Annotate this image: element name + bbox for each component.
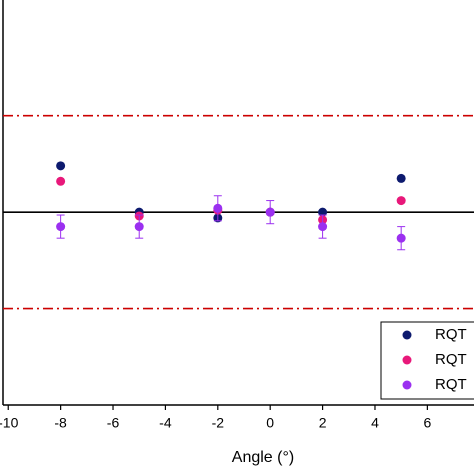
- x-tick-label: -10: [0, 415, 19, 431]
- point: [56, 222, 66, 232]
- x-tick-label: -8: [54, 415, 67, 431]
- x-tick-label: 4: [371, 415, 379, 431]
- point: [396, 196, 406, 206]
- x-tick-label: 0: [266, 415, 274, 431]
- point: [396, 233, 406, 243]
- point: [396, 173, 406, 183]
- x-tick-label: -2: [212, 415, 225, 431]
- point: [265, 207, 275, 217]
- x-tick-label: -6: [107, 415, 120, 431]
- point: [56, 161, 66, 171]
- x-tick-label: -4: [159, 415, 172, 431]
- legend-marker: [402, 355, 412, 365]
- point: [213, 203, 223, 213]
- legend-box: [380, 321, 474, 400]
- x-tick-label: 6: [423, 415, 431, 431]
- x-tick-label: 2: [319, 415, 327, 431]
- point: [318, 207, 328, 217]
- legend-marker: [402, 330, 412, 340]
- point: [318, 222, 328, 232]
- point: [134, 222, 144, 232]
- legend-marker: [402, 380, 412, 390]
- legend-label: RQT: [435, 326, 467, 343]
- x-axis-label: Angle (°): [232, 449, 294, 466]
- legend-label: RQT: [435, 351, 467, 368]
- point: [56, 176, 66, 186]
- legend-label: RQT: [435, 376, 467, 393]
